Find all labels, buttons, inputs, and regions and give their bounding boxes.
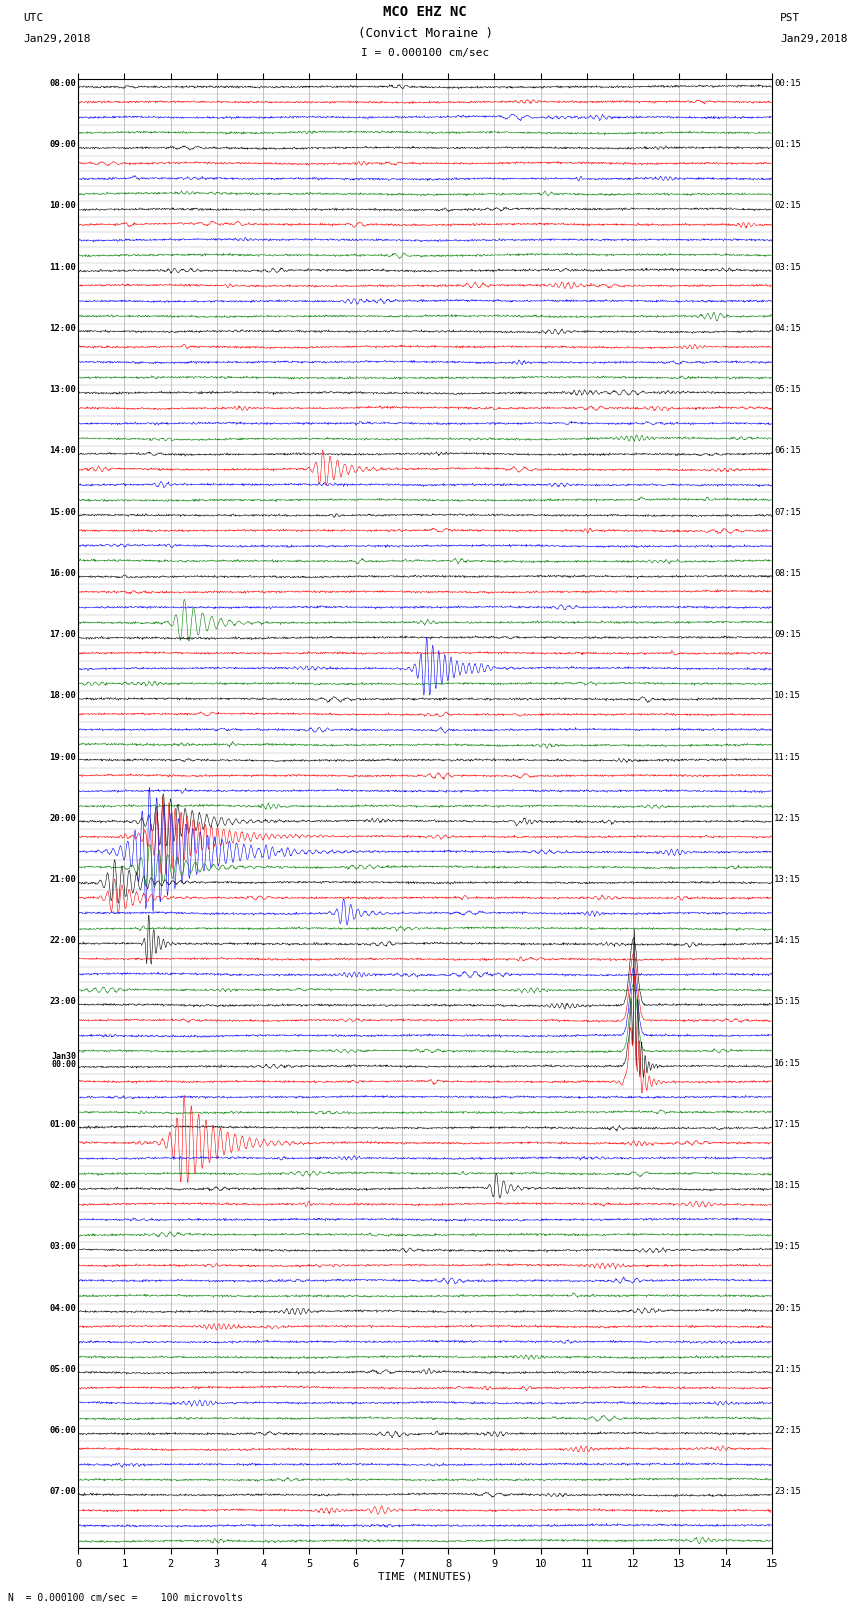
Text: UTC: UTC — [23, 13, 43, 23]
Text: 14:15: 14:15 — [774, 936, 801, 945]
Text: 06:00: 06:00 — [49, 1426, 76, 1436]
Text: 07:00: 07:00 — [49, 1487, 76, 1497]
Text: 18:00: 18:00 — [49, 692, 76, 700]
Text: 02:15: 02:15 — [774, 202, 801, 210]
Text: 11:00: 11:00 — [49, 263, 76, 271]
Text: 00:15: 00:15 — [774, 79, 801, 89]
Text: 07:15: 07:15 — [774, 508, 801, 516]
Text: 08:15: 08:15 — [774, 569, 801, 577]
Text: 16:15: 16:15 — [774, 1058, 801, 1068]
Text: 19:00: 19:00 — [49, 753, 76, 761]
Text: 17:15: 17:15 — [774, 1119, 801, 1129]
Text: 12:15: 12:15 — [774, 815, 801, 823]
Text: Jan29,2018: Jan29,2018 — [780, 34, 847, 44]
Text: 09:15: 09:15 — [774, 631, 801, 639]
Text: 13:15: 13:15 — [774, 874, 801, 884]
Text: (Convict Moraine ): (Convict Moraine ) — [358, 27, 492, 40]
Text: 10:00: 10:00 — [49, 202, 76, 210]
Text: 03:15: 03:15 — [774, 263, 801, 271]
Text: 04:00: 04:00 — [49, 1303, 76, 1313]
Text: 12:00: 12:00 — [49, 324, 76, 332]
Text: Jan29,2018: Jan29,2018 — [23, 34, 90, 44]
Text: 15:15: 15:15 — [774, 997, 801, 1007]
Text: 19:15: 19:15 — [774, 1242, 801, 1252]
Text: 09:00: 09:00 — [49, 140, 76, 150]
X-axis label: TIME (MINUTES): TIME (MINUTES) — [377, 1571, 473, 1582]
Text: 10:15: 10:15 — [774, 692, 801, 700]
Text: 21:00: 21:00 — [49, 874, 76, 884]
Text: 14:00: 14:00 — [49, 447, 76, 455]
Text: N  = 0.000100 cm/sec =    100 microvolts: N = 0.000100 cm/sec = 100 microvolts — [8, 1594, 243, 1603]
Text: 08:00: 08:00 — [49, 79, 76, 89]
Text: 22:00: 22:00 — [49, 936, 76, 945]
Text: 15:00: 15:00 — [49, 508, 76, 516]
Text: PST: PST — [780, 13, 801, 23]
Text: 01:00: 01:00 — [49, 1119, 76, 1129]
Text: 06:15: 06:15 — [774, 447, 801, 455]
Text: 13:00: 13:00 — [49, 386, 76, 394]
Text: 16:00: 16:00 — [49, 569, 76, 577]
Text: 02:00: 02:00 — [49, 1181, 76, 1190]
Text: 05:15: 05:15 — [774, 386, 801, 394]
Text: 23:15: 23:15 — [774, 1487, 801, 1497]
Text: MCO EHZ NC: MCO EHZ NC — [383, 5, 467, 19]
Text: 17:00: 17:00 — [49, 631, 76, 639]
Text: 22:15: 22:15 — [774, 1426, 801, 1436]
Text: 01:15: 01:15 — [774, 140, 801, 150]
Text: 00:00: 00:00 — [51, 1060, 76, 1068]
Text: 23:00: 23:00 — [49, 997, 76, 1007]
Text: 11:15: 11:15 — [774, 753, 801, 761]
Text: Jan30: Jan30 — [51, 1052, 76, 1061]
Text: 21:15: 21:15 — [774, 1365, 801, 1374]
Text: I = 0.000100 cm/sec: I = 0.000100 cm/sec — [361, 48, 489, 58]
Text: 18:15: 18:15 — [774, 1181, 801, 1190]
Text: 04:15: 04:15 — [774, 324, 801, 332]
Text: 20:00: 20:00 — [49, 815, 76, 823]
Text: 20:15: 20:15 — [774, 1303, 801, 1313]
Text: 05:00: 05:00 — [49, 1365, 76, 1374]
Text: 03:00: 03:00 — [49, 1242, 76, 1252]
